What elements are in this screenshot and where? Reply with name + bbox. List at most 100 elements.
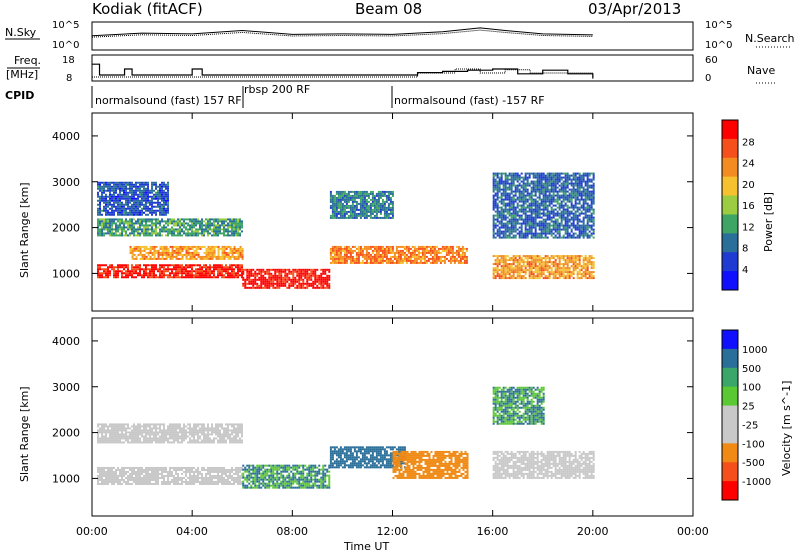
- echo-cell: [139, 257, 142, 260]
- echo-cell: [385, 208, 388, 211]
- echo-cell: [564, 269, 567, 272]
- echo-cell: [223, 251, 226, 254]
- echo-cell: [377, 210, 380, 213]
- echo-cell: [161, 185, 164, 188]
- echo-cell: [586, 184, 589, 187]
- echo-cell: [345, 212, 348, 215]
- echo-cell: [504, 198, 507, 201]
- echo-cell: [572, 255, 575, 258]
- echo-cell: [137, 185, 140, 188]
- echo-cell: [554, 218, 557, 221]
- echo-cell: [153, 195, 156, 198]
- echo-cell: [335, 190, 338, 193]
- echo-cell: [123, 197, 126, 200]
- echo-cell: [173, 274, 176, 277]
- echo-cell: [363, 214, 366, 217]
- echo-cell: [345, 202, 348, 205]
- echo-cell: [536, 224, 539, 227]
- echo-cell: [298, 282, 301, 285]
- echo-cell: [371, 198, 374, 201]
- echo-cell: [213, 234, 216, 237]
- echo-cell: [584, 224, 587, 227]
- echo-cell: [215, 224, 218, 227]
- echo-cell: [500, 267, 503, 270]
- echo-cell: [540, 236, 543, 239]
- echo-cell: [131, 224, 134, 227]
- echo-cell: [546, 196, 549, 199]
- echo-cell: [167, 234, 170, 237]
- echo-cell: [560, 275, 563, 278]
- echo-cell: [381, 216, 384, 219]
- echo-cell: [574, 267, 577, 270]
- echo-cell: [343, 198, 346, 201]
- echo-cell: [542, 218, 545, 221]
- echo-cell: [239, 234, 242, 237]
- echo-cell: [171, 268, 174, 271]
- echo-cell: [562, 204, 565, 207]
- echo-cell: [333, 255, 336, 258]
- echo-cell: [161, 249, 164, 252]
- echo-cell: [588, 184, 591, 187]
- echo-cell: [137, 249, 140, 252]
- echo-cell: [331, 214, 334, 217]
- echo-cell: [241, 247, 244, 250]
- echo-cell: [588, 214, 591, 217]
- echo-cell: [576, 263, 579, 266]
- echo-cell: [151, 209, 154, 212]
- echo-cell: [371, 208, 374, 211]
- echo-cell: [556, 224, 559, 227]
- echo-cell: [125, 226, 128, 229]
- echo-cell: [391, 204, 394, 207]
- echo-cell: [574, 198, 577, 201]
- echo-cell: [147, 218, 150, 221]
- echo-cell: [99, 209, 102, 212]
- echo-cell: [582, 178, 585, 181]
- echo-cell: [167, 276, 170, 279]
- echo-cell: [105, 218, 108, 221]
- echo-cell: [217, 247, 220, 250]
- echo-cell: [189, 276, 192, 279]
- echo-cell: [582, 275, 585, 278]
- echo-cell: [588, 224, 591, 227]
- echo-cell: [409, 261, 412, 264]
- echo-cell: [455, 259, 458, 262]
- echo-cell: [496, 273, 499, 276]
- echo-cell: [163, 191, 166, 194]
- echo-cell: [568, 198, 571, 201]
- echo-cell: [133, 201, 136, 204]
- echo-cell: [169, 220, 172, 223]
- echo-cell: [119, 203, 122, 206]
- echo-cell: [324, 282, 327, 285]
- echo-cell: [337, 253, 340, 256]
- echo-cell: [496, 208, 499, 211]
- echo-cell: [397, 261, 400, 264]
- echo-cell: [367, 261, 370, 264]
- echo-cell: [266, 272, 269, 275]
- echo-cell: [320, 286, 323, 289]
- echo-cell: [540, 226, 543, 229]
- echo-cell: [506, 198, 509, 201]
- echo-cell: [516, 220, 519, 223]
- echo-cell: [131, 218, 134, 221]
- echo-cell: [522, 196, 525, 199]
- echo-cell: [520, 269, 523, 272]
- echo-cell: [163, 213, 166, 216]
- echo-cell: [425, 255, 428, 258]
- echo-cell: [141, 189, 144, 192]
- echo-cell: [121, 266, 124, 269]
- echo-cell: [137, 207, 140, 210]
- echo-cell: [411, 245, 414, 248]
- echo-cell: [562, 224, 565, 227]
- echo-cell: [492, 172, 495, 175]
- echo-cell: [538, 212, 541, 215]
- echo-cell: [127, 272, 130, 275]
- echo-cell: [546, 194, 549, 197]
- echo-cell: [492, 188, 495, 191]
- echo-cell: [119, 183, 122, 186]
- echo-cell: [526, 230, 529, 233]
- echo-cell: [427, 251, 430, 254]
- echo-cell: [363, 216, 366, 219]
- echo-cell: [175, 251, 178, 254]
- echo-cell: [149, 274, 152, 277]
- echo-cell: [588, 271, 591, 274]
